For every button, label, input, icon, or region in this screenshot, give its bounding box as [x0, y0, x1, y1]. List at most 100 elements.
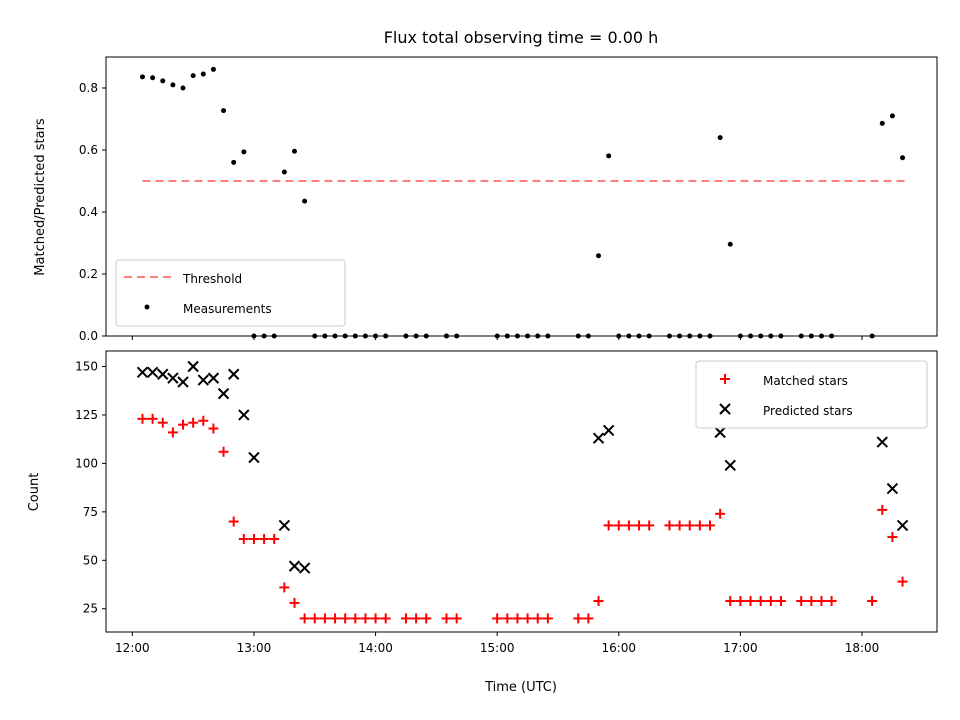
- measurement-point: [180, 85, 186, 91]
- bottom-y-tick-label: 100: [75, 456, 98, 470]
- measurement-point: [190, 73, 196, 79]
- bottom-legend-box: [695, 360, 928, 429]
- matched-star-point: [319, 613, 330, 624]
- measurement-point: [291, 148, 297, 154]
- predicted-star-point: [724, 459, 736, 472]
- predicted-star-point: [288, 560, 301, 572]
- matched-star-point: [340, 613, 351, 624]
- measurement-point: [139, 74, 145, 80]
- bottom-y-tick-label: 75: [83, 505, 98, 519]
- measurement-point: [606, 153, 612, 159]
- top-y-tick-label: 0.6: [79, 143, 98, 157]
- x-tick-label: 12:00: [115, 641, 150, 655]
- measurement-point: [889, 113, 895, 119]
- bottom-y-tick-label: 150: [75, 360, 98, 374]
- matched-star-point: [147, 413, 158, 424]
- measurement-point: [302, 198, 308, 204]
- measurement-point: [221, 108, 227, 114]
- measurement-point: [150, 75, 156, 81]
- matched-star-point: [269, 533, 280, 544]
- matched-star-point: [492, 613, 503, 624]
- matched-star-point: [725, 595, 736, 606]
- top-y-ticks: 0.0 0.2 0.4 0.6 0.8: [79, 81, 106, 343]
- matched-star-point: [745, 595, 756, 606]
- matched-star-point: [259, 533, 270, 544]
- bottom-y-ticks: 25 50 75 100 125 150: [75, 360, 106, 616]
- matched-star-point: [421, 613, 432, 624]
- matched-star-point: [775, 595, 786, 606]
- predicted-star-point: [146, 366, 159, 379]
- predicted-star-point: [227, 368, 240, 380]
- predicted-star-point: [197, 374, 209, 386]
- matched-star-point: [522, 613, 533, 624]
- matched-star-point: [613, 520, 624, 531]
- count-points: [136, 360, 909, 624]
- matched-star-point: [188, 417, 199, 428]
- measurement-point: [727, 241, 733, 247]
- matched-star-point: [715, 508, 726, 519]
- predicted-star-point: [714, 426, 726, 439]
- matched-star-point: [309, 613, 320, 624]
- matched-star-point: [451, 613, 462, 624]
- matched-star-point: [400, 613, 411, 624]
- measurement-point: [281, 169, 287, 175]
- top-axes-group: Matched/Predicted stars 0.00.20.40.60.8 …: [33, 56, 938, 343]
- top-legend: Threshold Measurements: [115, 259, 346, 327]
- matched-star-point: [137, 413, 148, 424]
- legend-threshold-label: Threshold: [182, 272, 242, 286]
- x-tick-label: 18:00: [845, 641, 880, 655]
- matched-star-point: [512, 613, 523, 624]
- top-y-axis-label: Matched/Predicted stars: [33, 118, 48, 276]
- predicted-star-point: [602, 424, 615, 437]
- measurement-point: [879, 120, 885, 126]
- predicted-star-point: [217, 387, 230, 400]
- matched-star-point: [887, 532, 898, 543]
- measurement-point: [596, 253, 602, 259]
- matched-star-point: [593, 595, 604, 606]
- legend-predicted-swatch: [719, 403, 731, 415]
- matched-star-point: [198, 415, 209, 426]
- matched-star-point: [826, 595, 837, 606]
- matched-star-point: [411, 613, 422, 624]
- predicted-star-point: [136, 366, 149, 379]
- matched-star-point: [208, 423, 219, 434]
- matched-star-point: [806, 595, 817, 606]
- bottom-plot-frame: [105, 350, 938, 633]
- matched-star-point: [279, 582, 290, 593]
- matched-star-point: [350, 613, 361, 624]
- predicted-star-point: [238, 409, 250, 421]
- matched-star-point: [238, 533, 249, 544]
- predicted-star-point: [248, 451, 260, 464]
- bottom-x-ticks: 12:00 13:00 14:00 15:00 16:00 17:00 18:00: [115, 632, 879, 655]
- x-tick-label: 13:00: [237, 641, 272, 655]
- matched-star-point: [816, 595, 827, 606]
- bottom-legend: Matched stars Predicted stars: [695, 360, 928, 429]
- matched-star-point: [664, 520, 675, 531]
- x-axis-label: Time (UTC): [484, 680, 557, 695]
- bottom-y-axis-label: Count: [27, 473, 42, 512]
- predicted-star-point: [876, 436, 888, 448]
- matched-star-point: [674, 520, 685, 531]
- legend-predicted-label: Predicted stars: [763, 404, 853, 418]
- matched-star-point: [583, 613, 594, 624]
- matched-star-point: [299, 613, 310, 624]
- matched-star-point: [694, 520, 705, 531]
- predicted-star-point: [157, 368, 169, 380]
- measurement-point: [160, 78, 166, 84]
- matched-star-point: [380, 613, 391, 624]
- x-tick-label: 17:00: [723, 641, 758, 655]
- measurement-point: [200, 71, 206, 77]
- matched-star-point: [765, 595, 776, 606]
- matched-star-point: [248, 533, 259, 544]
- measurement-point: [210, 66, 216, 72]
- bottom-y-tick-label: 125: [75, 408, 98, 422]
- predicted-star-point: [187, 360, 199, 373]
- matched-star-point: [370, 613, 381, 624]
- predicted-star-point: [167, 372, 179, 384]
- bottom-y-tick-label: 50: [83, 553, 98, 567]
- top-legend-box: [115, 259, 346, 327]
- predicted-star-point: [886, 482, 899, 495]
- matched-star-point: [735, 595, 746, 606]
- legend-matched-label: Matched stars: [763, 374, 848, 388]
